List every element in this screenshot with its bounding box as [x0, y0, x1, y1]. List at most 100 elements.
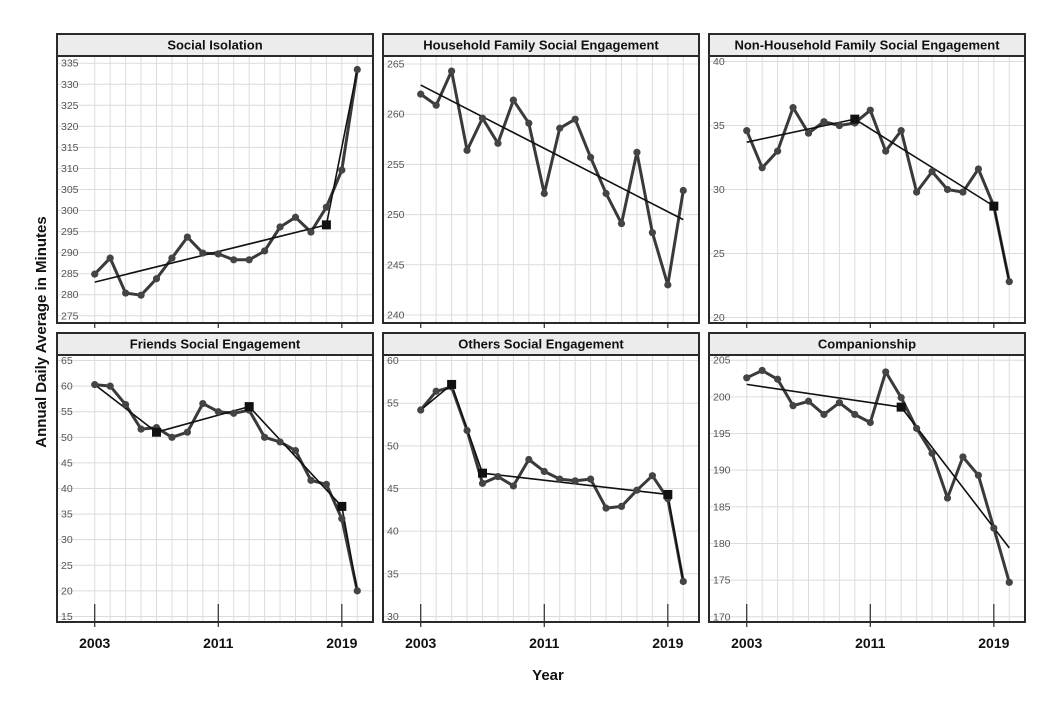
data-point: [307, 228, 315, 236]
y-tick-label: 240: [387, 309, 405, 321]
data-point: [525, 455, 533, 464]
data-point: [743, 374, 751, 382]
data-point: [617, 502, 626, 511]
trend-segment: [94, 383, 157, 433]
data-point: [540, 189, 548, 198]
data-point: [353, 587, 361, 595]
data-point: [478, 114, 487, 122]
y-tick-label: 260: [387, 109, 405, 121]
data-point: [851, 410, 859, 419]
trend-segment: [94, 224, 327, 283]
data-point: [540, 467, 548, 476]
y-tick-label: 305: [61, 184, 79, 196]
y-tick-label: 55: [61, 406, 73, 418]
y-tick-label: 30: [713, 184, 725, 196]
data-point: [199, 399, 207, 408]
data-point: [835, 121, 843, 130]
x-tick-label: 2011: [529, 635, 560, 651]
data-point: [789, 104, 797, 112]
data-point: [928, 167, 936, 176]
data-point: [679, 577, 687, 586]
data-point: [322, 480, 330, 489]
data-point: [137, 291, 145, 299]
joinpoint-marker: [321, 220, 331, 230]
trend-segment: [854, 118, 995, 207]
y-tick-label: 330: [61, 79, 79, 91]
trend-segment: [248, 406, 343, 507]
data-point: [122, 289, 130, 297]
data-point: [866, 418, 874, 427]
y-tick-label: 20: [61, 585, 73, 597]
y-tick-label: 275: [61, 310, 79, 322]
series-line: [419, 69, 685, 287]
data-point: [353, 65, 361, 74]
data-point: [448, 67, 456, 75]
trend-segment: [993, 205, 1011, 282]
y-tick-label: 265: [387, 59, 405, 71]
data-point: [91, 270, 99, 278]
data-point: [91, 381, 99, 389]
panel-5: Others Social Engagement 30 35 40 45 50 55 60 20…: [382, 332, 700, 651]
y-tick-label: 30: [61, 534, 73, 546]
joinpoint-marker: [478, 468, 487, 478]
joinpoint-marker: [152, 427, 161, 437]
data-point: [633, 148, 641, 156]
panel-title: Companionship: [818, 337, 916, 352]
data-point: [990, 524, 998, 532]
panel-4: Friends Social Engagement 15 20 25 30 35 40 45 5…: [56, 332, 374, 651]
data-point: [276, 438, 284, 446]
y-tick-label: 40: [713, 56, 725, 68]
y-tick-label: 200: [713, 391, 731, 403]
data-point: [494, 472, 502, 481]
data-point: [525, 119, 533, 127]
trend-segment: [420, 383, 453, 411]
panel-title: Others Social Engagement: [458, 337, 624, 352]
x-tick-label: 2019: [978, 635, 1009, 651]
y-tick-label: 280: [61, 289, 79, 301]
y-tick-label: 35: [61, 509, 73, 521]
panel-title: Household Family Social Engagement: [423, 38, 659, 53]
data-point: [183, 428, 191, 436]
y-tick-label: 15: [61, 611, 73, 623]
data-point: [974, 165, 982, 173]
data-point: [417, 90, 425, 98]
data-point: [648, 472, 656, 480]
data-point: [556, 124, 564, 132]
y-tick-label: 185: [713, 501, 731, 513]
data-point: [602, 504, 610, 512]
data-point: [679, 186, 687, 195]
panel-frame: [708, 354, 1026, 623]
data-point: [820, 118, 828, 126]
data-point: [509, 482, 517, 490]
y-tick-label: 25: [713, 248, 725, 260]
joinpoint-marker: [850, 114, 860, 124]
panel-6: Companionship 170 175 180 185 190 195 200 205 200…: [708, 332, 1026, 651]
x-axis-title: Year: [532, 667, 564, 684]
data-point: [913, 188, 921, 196]
data-point: [494, 139, 502, 147]
data-point: [774, 147, 782, 155]
data-point: [1005, 578, 1013, 586]
data-point: [106, 382, 114, 390]
data-point: [291, 213, 300, 221]
y-tick-label: 190: [713, 465, 731, 477]
data-point: [183, 233, 191, 241]
y-tick-label: 50: [61, 432, 73, 444]
data-point: [648, 229, 656, 237]
trend-segment: [667, 494, 685, 582]
data-point: [168, 433, 176, 441]
data-point: [959, 453, 967, 461]
data-point: [322, 203, 330, 211]
y-tick-label: 325: [61, 100, 79, 112]
panel-3: Non-Household Family Social Engagement 20…: [708, 33, 1026, 328]
data-point: [758, 366, 766, 375]
trend-segment: [420, 84, 684, 221]
joinpoint-marker: [989, 201, 999, 211]
x-tick-label: 2019: [326, 635, 357, 651]
data-point: [587, 475, 595, 483]
y-tick-label: 175: [713, 575, 731, 587]
x-tick-label: 2003: [731, 635, 762, 651]
data-point: [478, 479, 487, 487]
panel-2: Household Family Social Engagement 240 245…: [382, 33, 700, 328]
